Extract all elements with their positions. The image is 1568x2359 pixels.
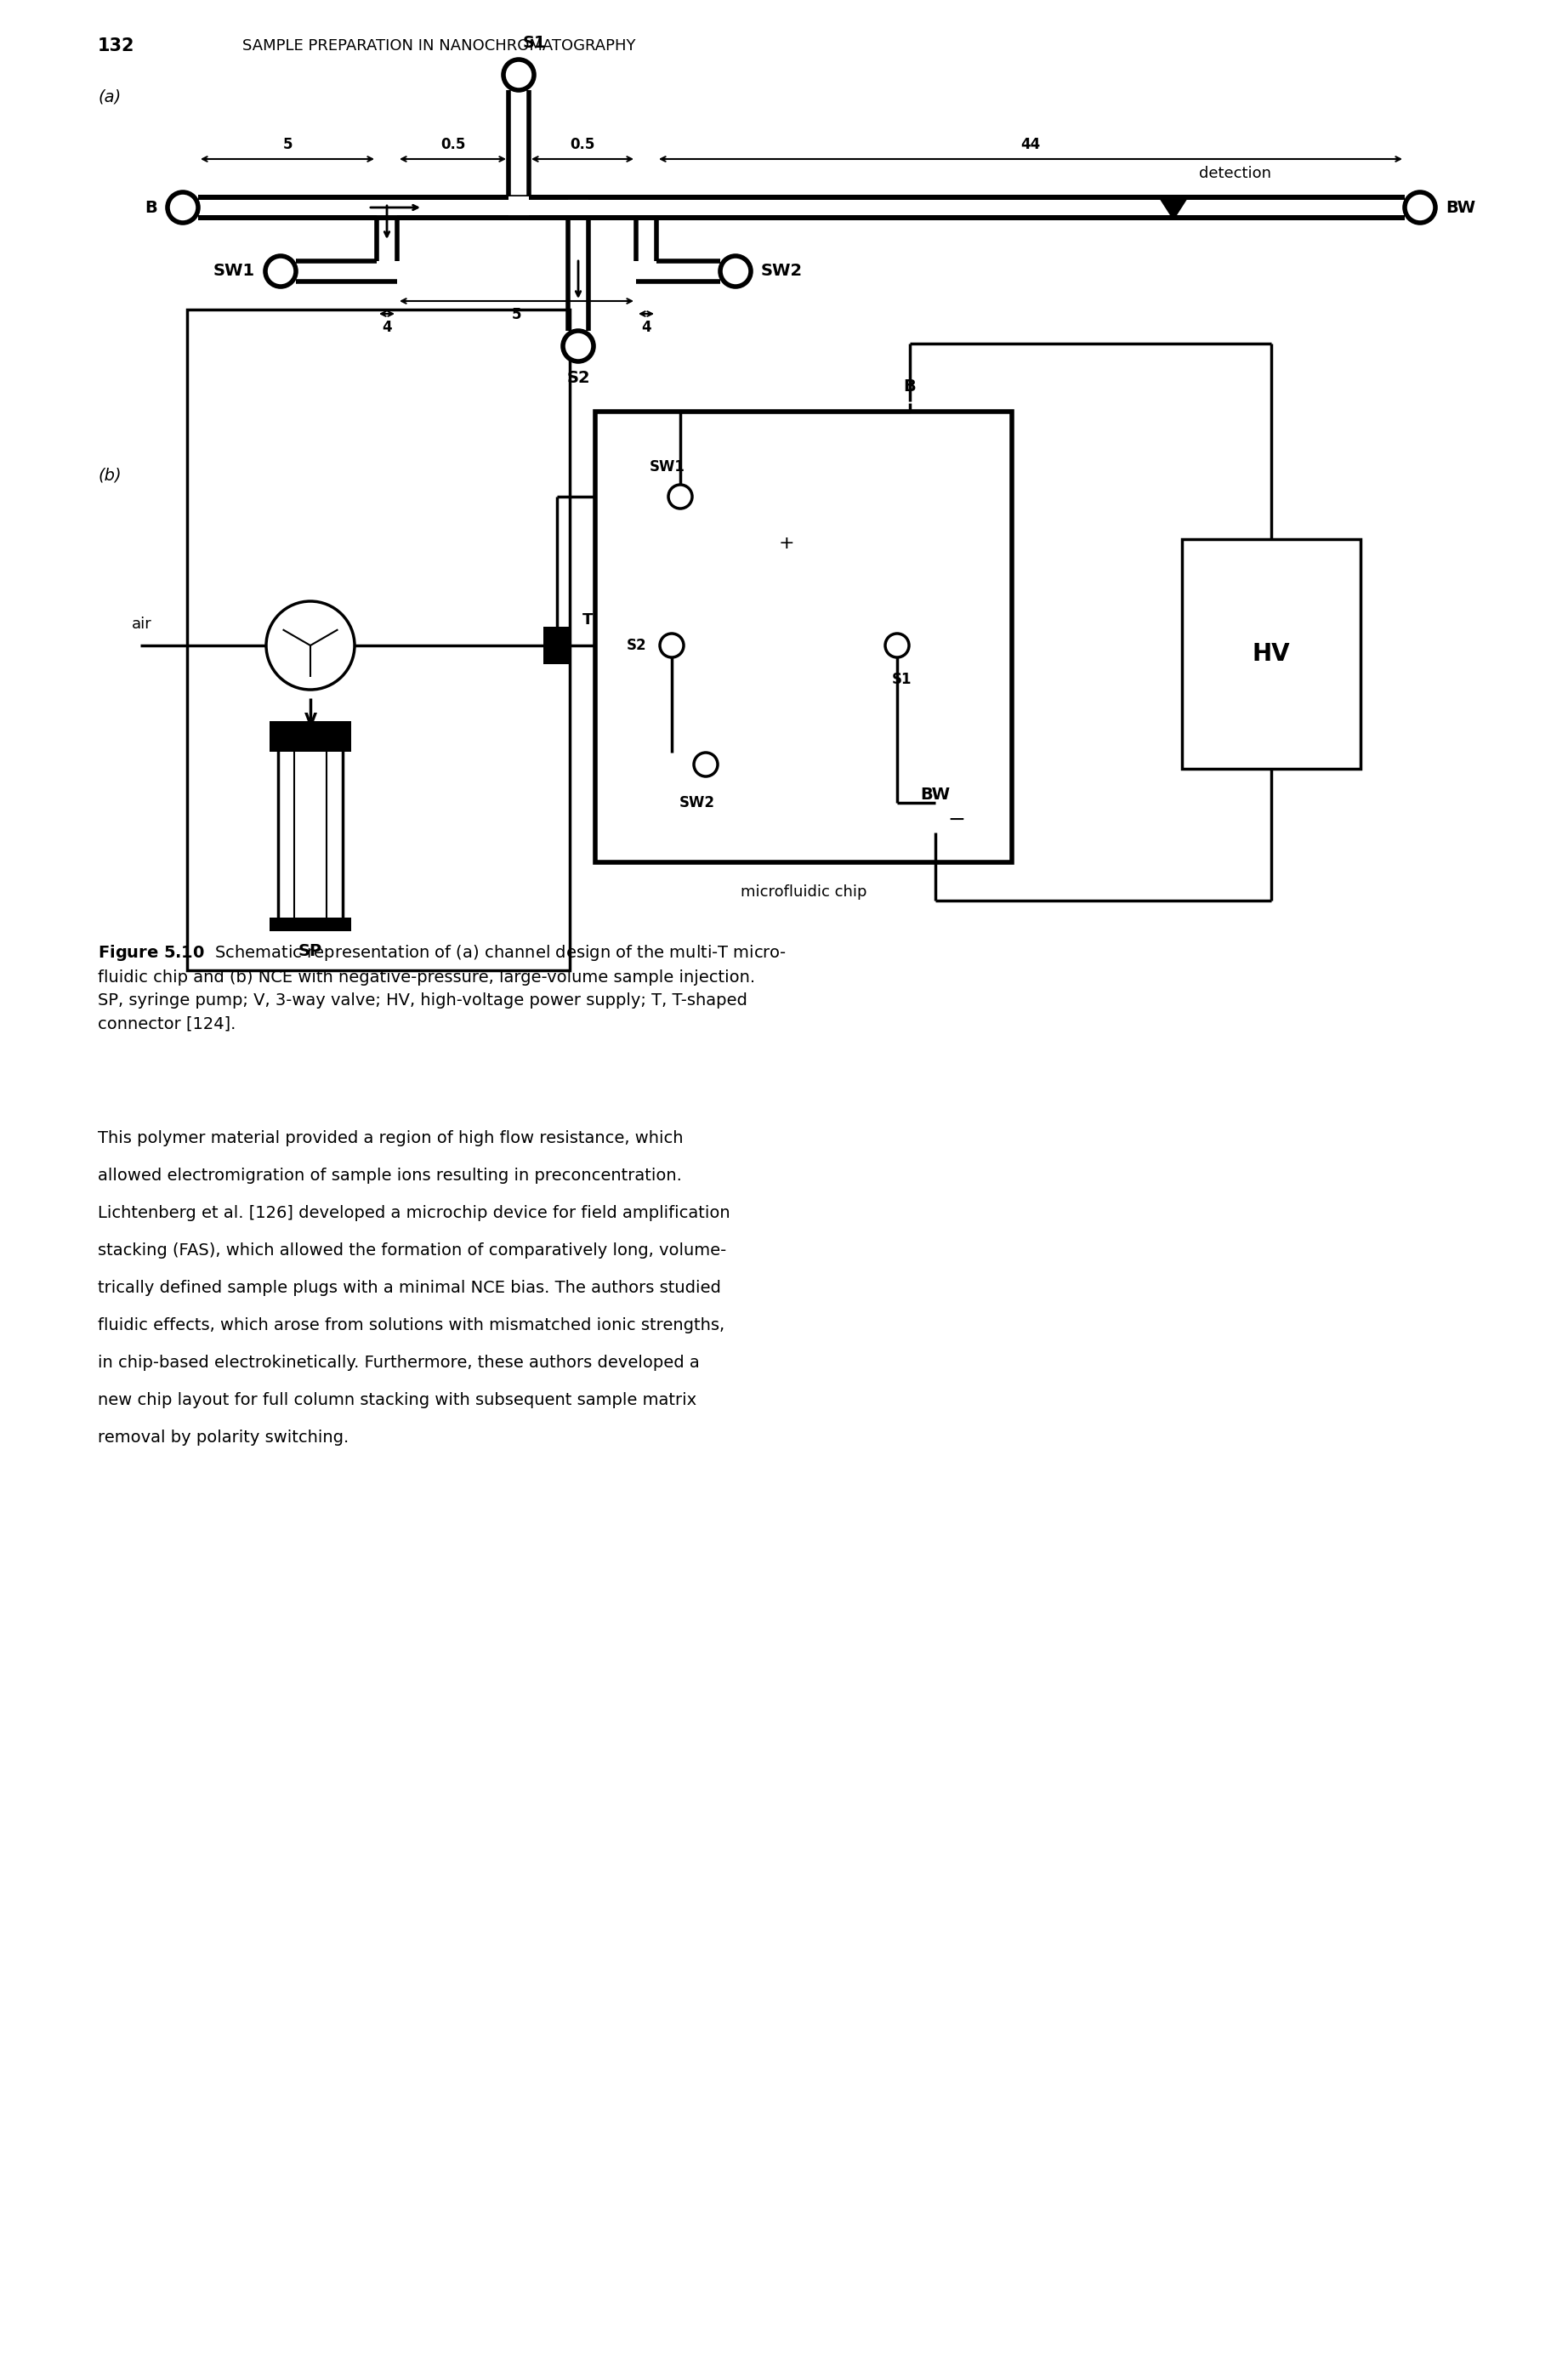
Text: detection: detection (1200, 165, 1272, 182)
Bar (278, 736, 343, 920)
Text: c: c (306, 661, 315, 677)
Polygon shape (1159, 196, 1189, 219)
Text: 0.5: 0.5 (571, 137, 594, 153)
Bar (544, 627, 571, 665)
Bar (270, 918, 351, 932)
Circle shape (267, 602, 354, 689)
Text: 4: 4 (641, 321, 651, 335)
Circle shape (265, 257, 296, 285)
Bar (270, 722, 351, 734)
Bar (376, 196, 398, 219)
Text: SP: SP (298, 944, 323, 960)
Text: 5: 5 (282, 137, 292, 153)
Text: b: b (329, 618, 339, 635)
Text: This polymer material provided a region of high flow resistance, which: This polymer material provided a region … (97, 1130, 684, 1146)
Text: SW1: SW1 (213, 264, 256, 278)
Circle shape (886, 635, 909, 658)
Bar (187, 309, 569, 970)
Text: allowed electromigration of sample ions resulting in preconcentration.: allowed electromigration of sample ions … (97, 1168, 682, 1184)
Circle shape (168, 191, 198, 222)
Text: 44: 44 (1021, 137, 1041, 153)
Text: +: + (779, 535, 795, 552)
Text: BW: BW (920, 786, 950, 802)
Text: SW2: SW2 (679, 795, 715, 811)
Text: 132: 132 (97, 38, 135, 54)
Text: V: V (304, 712, 317, 729)
Text: −: − (947, 809, 966, 830)
Text: SAMPLE PREPARATION IN NANOCHROMATOGRAPHY: SAMPLE PREPARATION IN NANOCHROMATOGRAPHY (243, 38, 635, 54)
Text: S2: S2 (626, 637, 646, 653)
Bar (508, 196, 530, 219)
Text: S1: S1 (524, 35, 546, 52)
Bar (568, 196, 590, 219)
Text: 0.5: 0.5 (441, 137, 466, 153)
Text: trically defined sample plugs with a minimal NCE bias. The authors studied: trically defined sample plugs with a min… (97, 1281, 721, 1295)
Text: Lichtenberg et al. [126] developed a microchip device for field amplification: Lichtenberg et al. [126] developed a mic… (97, 1205, 731, 1222)
Text: HV: HV (1253, 642, 1290, 665)
Text: $\bf{Figure\ 5.10}$  Schematic representation of (a) channel design of the multi: $\bf{Figure\ 5.10}$ Schematic representa… (97, 944, 787, 1033)
Text: S2: S2 (566, 370, 590, 385)
Text: new chip layout for full column stacking with subsequent sample matrix: new chip layout for full column stacking… (97, 1392, 696, 1408)
Text: B: B (903, 377, 916, 394)
Circle shape (668, 484, 691, 510)
Text: microfluidic chip: microfluidic chip (740, 885, 867, 899)
Bar (270, 734, 351, 753)
Bar (635, 196, 657, 219)
Text: a: a (282, 618, 292, 635)
Text: 5: 5 (511, 307, 522, 323)
Text: removal by polarity switching.: removal by polarity switching. (97, 1430, 348, 1446)
Text: B: B (144, 201, 157, 215)
Text: BW: BW (1446, 201, 1475, 215)
Circle shape (503, 59, 535, 90)
Text: air: air (132, 616, 152, 632)
Text: in chip-based electrokinetically. Furthermore, these authors developed a: in chip-based electrokinetically. Furthe… (97, 1354, 699, 1371)
Text: SW1: SW1 (649, 460, 685, 474)
Text: S1: S1 (891, 672, 911, 686)
Circle shape (1405, 191, 1435, 222)
Circle shape (720, 257, 751, 285)
Text: 4: 4 (383, 321, 392, 335)
Text: (b): (b) (97, 467, 121, 484)
Text: SW2: SW2 (760, 264, 803, 278)
Bar (596, 410, 1011, 863)
Text: (a): (a) (97, 90, 121, 106)
Circle shape (695, 753, 718, 776)
Text: stacking (FAS), which allowed the formation of comparatively long, volume-: stacking (FAS), which allowed the format… (97, 1243, 726, 1260)
Text: T: T (582, 613, 593, 627)
Bar (1182, 540, 1361, 769)
Circle shape (563, 330, 594, 361)
Text: fluidic effects, which arose from solutions with mismatched ionic strengths,: fluidic effects, which arose from soluti… (97, 1316, 724, 1333)
Circle shape (660, 635, 684, 658)
